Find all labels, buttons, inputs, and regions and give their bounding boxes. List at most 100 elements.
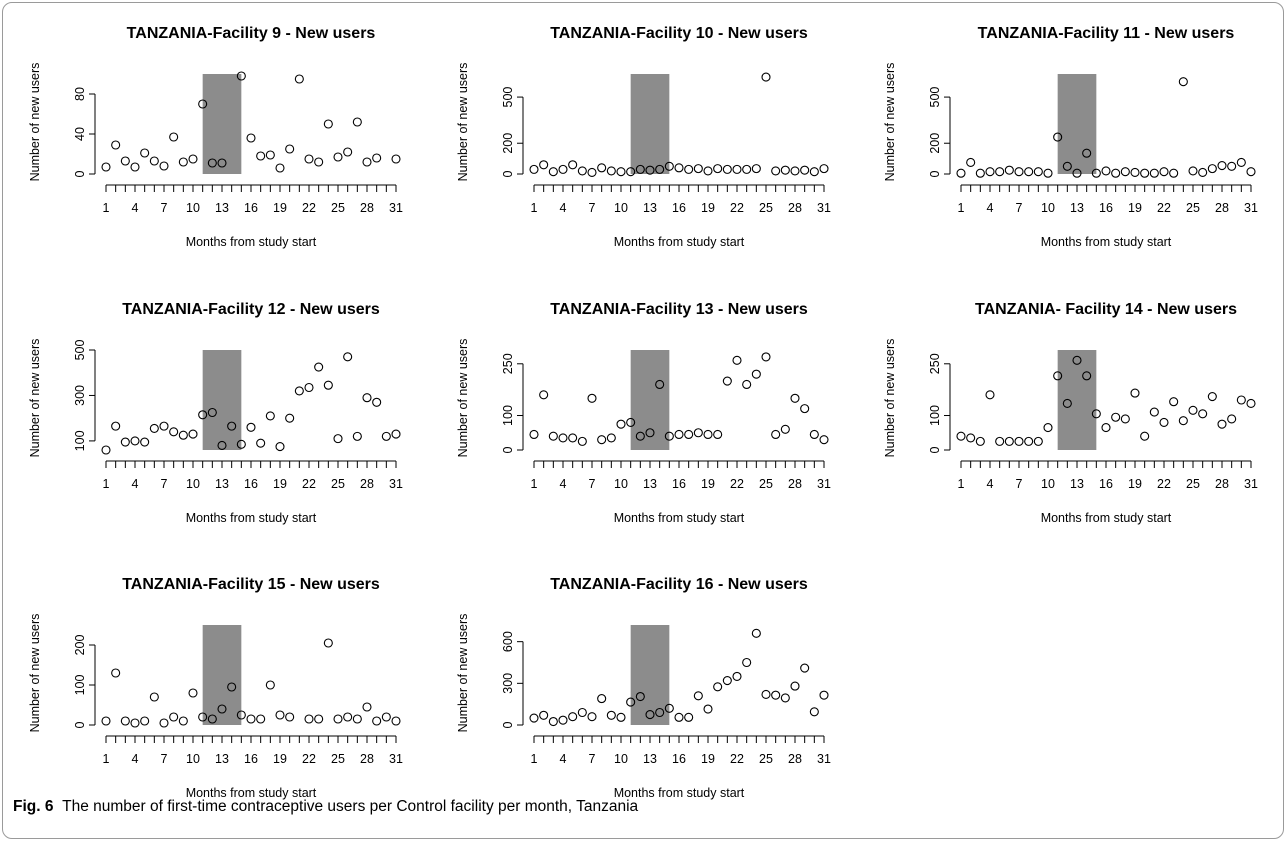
chart-panel-3: TANZANIA-Facility 11 - New users 0 200 500 N… (883, 25, 1258, 249)
data-point (790, 681, 800, 691)
data-point (1043, 423, 1053, 433)
data-point (1227, 161, 1237, 171)
shaded-period (202, 625, 242, 725)
data-point (323, 638, 333, 648)
data-point (178, 430, 188, 440)
x-tick-label: 31 (1244, 201, 1258, 215)
data-point (568, 433, 578, 443)
x-tick-label: 10 (186, 201, 200, 215)
data-point (391, 716, 401, 726)
y-tick-label: 80 (73, 87, 87, 101)
data-point (1111, 412, 1121, 422)
data-point (674, 163, 684, 173)
data-point (655, 379, 665, 390)
y-tick-label: 0 (928, 170, 942, 177)
data-point (809, 429, 819, 440)
data-point (130, 718, 140, 728)
data-point (169, 132, 179, 142)
data-point (568, 160, 578, 170)
data-point (256, 438, 266, 448)
data-point (1140, 431, 1150, 441)
y-tick-label: 250 (501, 353, 515, 374)
y-tick-label: 0 (501, 446, 515, 453)
data-point (645, 165, 655, 175)
data-point (227, 682, 237, 692)
data-point (635, 691, 645, 702)
y-tick-label: 100 (73, 430, 87, 451)
data-point (1207, 392, 1217, 402)
data-point (548, 716, 558, 727)
data-point (722, 676, 732, 686)
x-tick-label: 13 (215, 752, 229, 766)
data-point (362, 393, 372, 403)
data-point (372, 716, 382, 726)
chart-title: TANZANIA- Facility 14 - New users (975, 301, 1237, 318)
data-point (664, 703, 674, 713)
x-axis-label: Months from study start (614, 511, 745, 525)
x-tick-label: 22 (730, 201, 744, 215)
caption-text: The number of first-time contraceptive u… (62, 798, 639, 815)
x-tick-label: 16 (672, 752, 686, 766)
data-point (1217, 160, 1227, 171)
data-point (703, 166, 713, 176)
data-point (1169, 397, 1179, 407)
data-point (265, 680, 275, 690)
x-axis-label: Months from study start (186, 235, 317, 249)
data-point (1246, 167, 1256, 177)
data-point (606, 166, 616, 176)
data-point (323, 380, 333, 390)
x-tick-label: 31 (817, 477, 831, 491)
x-tick-label: 28 (360, 201, 374, 215)
y-tick-label: 300 (73, 385, 87, 406)
data-point (635, 164, 645, 174)
data-point (381, 431, 391, 441)
data-point (742, 164, 752, 174)
x-tick-label: 31 (817, 201, 831, 215)
x-tick-label: 4 (560, 752, 567, 766)
x-tick-label: 7 (161, 477, 168, 491)
data-point (304, 714, 314, 724)
data-point (246, 133, 256, 143)
data-point (294, 386, 304, 396)
x-tick-label: 19 (1128, 201, 1142, 215)
x-tick-label: 13 (1070, 477, 1084, 491)
data-point (597, 694, 607, 704)
data-point (207, 407, 217, 418)
data-point (217, 704, 227, 714)
data-point (130, 436, 140, 446)
data-point (1101, 166, 1111, 176)
x-tick-label: 28 (1215, 201, 1229, 215)
chart-title: TANZANIA-Facility 10 - New users (550, 25, 808, 42)
data-point (966, 433, 976, 443)
data-point (664, 161, 674, 171)
x-tick-label: 10 (614, 477, 628, 491)
x-tick-label: 22 (302, 752, 316, 766)
data-point (236, 439, 246, 449)
x-tick-label: 7 (589, 201, 596, 215)
data-point (391, 429, 401, 439)
shaded-period (1057, 74, 1097, 174)
x-tick-label: 25 (331, 201, 345, 215)
data-point (304, 382, 314, 393)
data-point (236, 710, 246, 720)
data-point (149, 692, 159, 702)
data-point (352, 117, 362, 127)
data-point (606, 433, 616, 443)
x-tick-label: 31 (817, 752, 831, 766)
x-tick-label: 1 (531, 201, 538, 215)
data-point (1082, 148, 1092, 158)
data-point (664, 431, 674, 441)
data-point (169, 712, 179, 722)
x-tick-label: 16 (244, 477, 258, 491)
x-tick-label: 10 (614, 201, 628, 215)
data-point (1130, 167, 1140, 178)
data-point (655, 164, 665, 174)
x-tick-label: 1 (531, 477, 538, 491)
data-point (265, 150, 275, 160)
data-point (790, 166, 800, 176)
y-tick-label: 200 (928, 133, 942, 154)
data-point (761, 689, 771, 699)
data-point (275, 442, 285, 452)
data-point (771, 166, 781, 176)
x-tick-label: 28 (788, 477, 802, 491)
